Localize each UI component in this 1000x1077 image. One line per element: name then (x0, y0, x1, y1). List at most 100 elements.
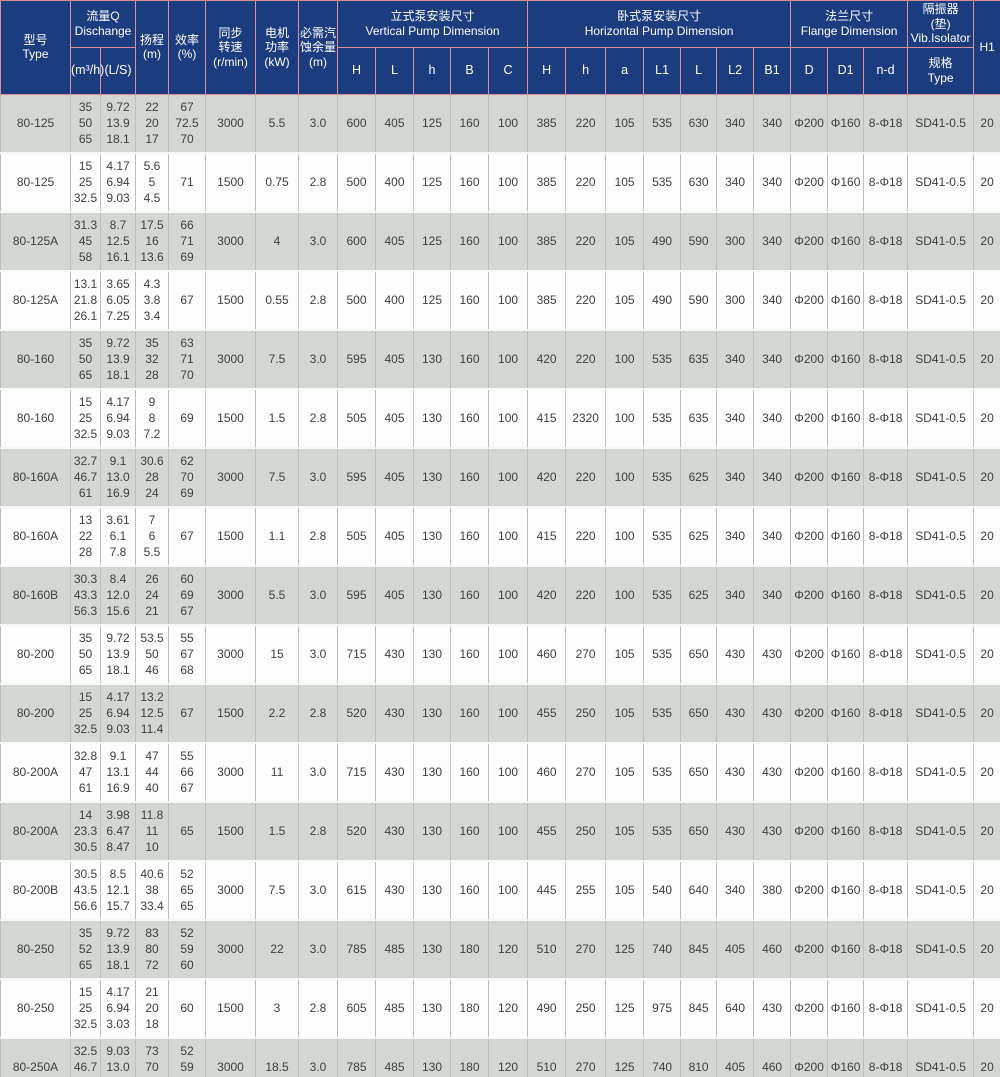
table-row: 80-160A 13 22 28 3.61 6.1 7.8 7 6 5.5 67 1500… (0, 506, 1000, 567)
cell-discharge-ls: 9.72 13.9 18.1 (99, 94, 137, 154)
cell-motor-power: 15 (255, 624, 300, 685)
cell-v-B: 160 (450, 94, 490, 154)
cell-isolator-type: SD41-0.5 (907, 94, 975, 154)
col-group-horizontal: 卧式泵安装尺寸 Horizontal Pump Dimension (527, 0, 792, 48)
cell-flange-D1: Φ160 (827, 329, 865, 390)
cell-flange-n-d: 8-Φ18 (863, 860, 909, 921)
cell-h-L: 635 (680, 329, 718, 390)
cell-pump-type: 80-250 (0, 919, 71, 980)
cell-speed: 3000 (205, 624, 257, 685)
cell-isolator-type: SD41-0.5 (907, 506, 975, 567)
cell-npsh: 2.8 (298, 152, 339, 213)
table-header: 型号 Type 流量Q Dischange 扬程 (m) 效率 (%) 同步 转… (0, 0, 1000, 95)
col-header-type: 型号 Type (0, 0, 71, 95)
cell-head-m: 40.6 38 33.4 (135, 860, 170, 921)
cell-h-L2: 340 (716, 506, 755, 567)
cell-v-B: 160 (450, 801, 490, 862)
cell-pump-type: 80-200B (0, 860, 71, 921)
cell-npsh: 3.0 (298, 565, 339, 626)
cell-v-h: 130 (413, 565, 452, 626)
cell-pump-type: 80-200 (0, 624, 71, 685)
cell-h-L: 810 (680, 1037, 718, 1077)
cell-v-B: 180 (450, 978, 490, 1039)
cell-pump-type: 80-125 (0, 94, 71, 154)
cell-flange-n-d: 8-Φ18 (863, 1037, 909, 1077)
cell-v-H: 605 (337, 978, 377, 1039)
cell-h-a: 105 (605, 860, 645, 921)
cell-v-L: 405 (375, 565, 415, 626)
col-header-v-L: L (375, 46, 415, 95)
cell-v-H: 595 (337, 447, 377, 508)
cell-h-H: 460 (527, 742, 567, 803)
cell-h1: 20 (973, 506, 1000, 567)
cell-v-C: 120 (488, 1037, 529, 1077)
cell-speed: 3000 (205, 211, 257, 272)
cell-h-L1: 975 (643, 978, 682, 1039)
cell-h-H: 455 (527, 683, 567, 744)
cell-npsh: 3.0 (298, 1037, 339, 1077)
cell-isolator-type: SD41-0.5 (907, 152, 975, 213)
cell-h-L2: 340 (716, 860, 755, 921)
col-header-discharge-ls: (L/S) (99, 46, 137, 95)
cell-h-a: 100 (605, 329, 645, 390)
table-row: 80-250 15 25 32.5 4.17 6.94 3.03 21 20 18 60… (0, 978, 1000, 1039)
cell-h-L2: 340 (716, 388, 755, 449)
cell-h-H: 385 (527, 211, 567, 272)
cell-h-B1: 430 (753, 624, 792, 685)
cell-flange-D1: Φ160 (827, 801, 865, 862)
cell-v-L: 430 (375, 860, 415, 921)
cell-flange-n-d: 8-Φ18 (863, 211, 909, 272)
cell-v-B: 160 (450, 152, 490, 213)
table-row: 80-125A 31.3 45 58 8.7 12.5 16.1 17.5 16 13… (0, 211, 1000, 272)
cell-isolator-type: SD41-0.5 (907, 565, 975, 626)
cell-v-C: 100 (488, 683, 529, 744)
cell-h-h: 270 (565, 742, 607, 803)
cell-efficiency: 55 67 68 (168, 624, 207, 685)
cell-efficiency: 60 (168, 978, 207, 1039)
cell-discharge-ls: 9.1 13.0 16.9 (99, 447, 137, 508)
cell-flange-n-d: 8-Φ18 (863, 801, 909, 862)
cell-efficiency: 67 (168, 506, 207, 567)
col-group-flange: 法兰尺寸 Flange Dimension (790, 0, 909, 48)
cell-v-H: 520 (337, 683, 377, 744)
cell-v-B: 160 (450, 211, 490, 272)
cell-v-h: 130 (413, 624, 452, 685)
cell-h-L2: 300 (716, 270, 755, 331)
table-row: 80-200A 32.8 47 61 9.1 13.1 16.9 47 44 40 55… (0, 742, 1000, 803)
cell-speed: 3000 (205, 94, 257, 154)
cell-v-h: 130 (413, 683, 452, 744)
cell-motor-power: 1.5 (255, 801, 300, 862)
cell-h-a: 100 (605, 447, 645, 508)
cell-motor-power: 1.5 (255, 388, 300, 449)
cell-head-m: 73 70 63 (135, 1037, 170, 1077)
cell-h-L: 590 (680, 270, 718, 331)
col-header-discharge-m3h: (m³/h) (70, 46, 104, 95)
cell-h-H: 490 (527, 978, 567, 1039)
cell-v-B: 160 (450, 388, 490, 449)
cell-discharge-ls: 9.1 13.1 16.9 (99, 742, 137, 803)
cell-speed: 1500 (205, 978, 257, 1039)
cell-flange-D1: Φ160 (827, 683, 865, 744)
cell-v-h: 130 (413, 447, 452, 508)
cell-v-h: 130 (413, 1037, 452, 1077)
cell-h-H: 420 (527, 447, 567, 508)
cell-h-B1: 430 (753, 801, 792, 862)
cell-flange-n-d: 8-Φ18 (863, 94, 909, 154)
cell-h-a: 105 (605, 270, 645, 331)
cell-v-H: 500 (337, 270, 377, 331)
cell-h1: 20 (973, 94, 1000, 154)
cell-discharge-ls: 8.5 12.1 15.7 (99, 860, 137, 921)
cell-head-m: 53.5 50 46 (135, 624, 170, 685)
cell-v-L: 430 (375, 624, 415, 685)
cell-isolator-type: SD41-0.5 (907, 1037, 975, 1077)
cell-h-L1: 535 (643, 683, 682, 744)
cell-v-L: 430 (375, 742, 415, 803)
col-header-flange-D1: D1 (827, 46, 865, 95)
cell-v-B: 160 (450, 447, 490, 508)
cell-h-H: 445 (527, 860, 567, 921)
cell-h-B1: 460 (753, 1037, 792, 1077)
cell-discharge-m3h: 15 25 32.5 (70, 152, 101, 213)
cell-flange-n-d: 8-Φ18 (863, 683, 909, 744)
cell-pump-type: 80-200 (0, 683, 71, 744)
cell-npsh: 2.8 (298, 683, 339, 744)
